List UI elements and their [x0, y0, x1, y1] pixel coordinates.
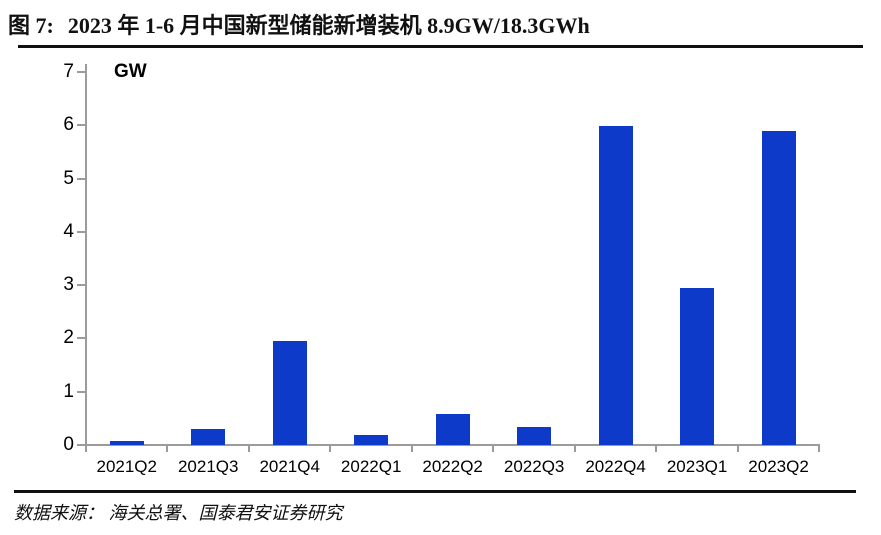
y-axis-tick-label: 6 — [63, 114, 74, 136]
x-axis-label-2021Q3: 2021Q3 — [177, 457, 239, 476]
y-axis-tick — [77, 284, 86, 287]
x-axis-line — [85, 444, 820, 446]
bar-2023Q2 — [761, 130, 796, 445]
bar-2021Q4 — [272, 341, 307, 445]
y-axis-tick-label: 4 — [63, 220, 74, 242]
y-axis-tick — [77, 124, 86, 127]
bar-2022Q1 — [354, 435, 389, 445]
x-axis-tick — [818, 445, 821, 452]
x-axis-tick — [166, 445, 169, 452]
x-axis-tick — [655, 445, 658, 452]
y-axis-tick — [77, 71, 86, 73]
x-axis-label-2022Q4: 2022Q4 — [585, 457, 646, 476]
x-axis-tick — [410, 445, 413, 452]
x-axis-label-2021Q2: 2021Q2 — [96, 457, 157, 476]
bar-2022Q2 — [435, 414, 470, 445]
bar-2022Q4 — [598, 126, 633, 445]
x-axis-tick — [85, 445, 87, 452]
bar-2022Q3 — [517, 427, 552, 445]
y-axis-unit-label: GW — [114, 61, 147, 82]
x-axis-label-2023Q2: 2023Q2 — [748, 457, 809, 476]
x-axis-tick — [736, 445, 739, 452]
y-axis-tick-label: 5 — [63, 167, 74, 189]
source-text: 数据来源： 海关总署、国泰君安证券研究 — [14, 503, 343, 523]
y-axis-tick-label: 1 — [63, 380, 74, 402]
x-axis-tick — [573, 445, 576, 452]
bar-2021Q2 — [109, 440, 144, 445]
x-axis-tick — [492, 445, 495, 452]
y-axis-tick — [77, 230, 86, 233]
bar-2021Q3 — [191, 429, 226, 445]
y-axis-tick-label: 0 — [63, 434, 74, 455]
x-axis-label-2021Q4: 2021Q4 — [259, 457, 320, 476]
x-axis-label-2022Q2: 2022Q2 — [422, 457, 483, 476]
title-divider-line — [18, 45, 863, 48]
y-axis-tick — [77, 390, 86, 393]
figure-number-label: 图 7: — [8, 13, 54, 38]
source-divider-line — [14, 490, 856, 493]
figure-title-text: 2023 年 1-6 月中国新型储能新增装机 8.9GW/18.3GWh — [67, 13, 590, 38]
figure-title: 图 7: 2023 年 1-6 月中国新型储能新增装机 8.9GW/18.3GWh — [8, 8, 868, 40]
y-axis-tick-label: 3 — [63, 274, 74, 296]
y-axis-tick — [77, 177, 86, 180]
x-axis-label-2023Q1: 2023Q1 — [666, 457, 728, 476]
y-axis-tick-label: 2 — [63, 327, 74, 349]
y-axis-tick — [77, 337, 86, 340]
y-axis-line — [85, 64, 87, 450]
x-axis-label-2022Q3: 2022Q3 — [503, 457, 565, 476]
x-axis-tick — [329, 445, 332, 452]
y-axis-tick — [77, 444, 86, 446]
x-axis-tick — [247, 445, 250, 452]
y-axis-tick-label: 7 — [63, 61, 74, 82]
bar-2023Q1 — [680, 287, 715, 445]
x-axis-label-2022Q1: 2022Q1 — [340, 457, 402, 476]
